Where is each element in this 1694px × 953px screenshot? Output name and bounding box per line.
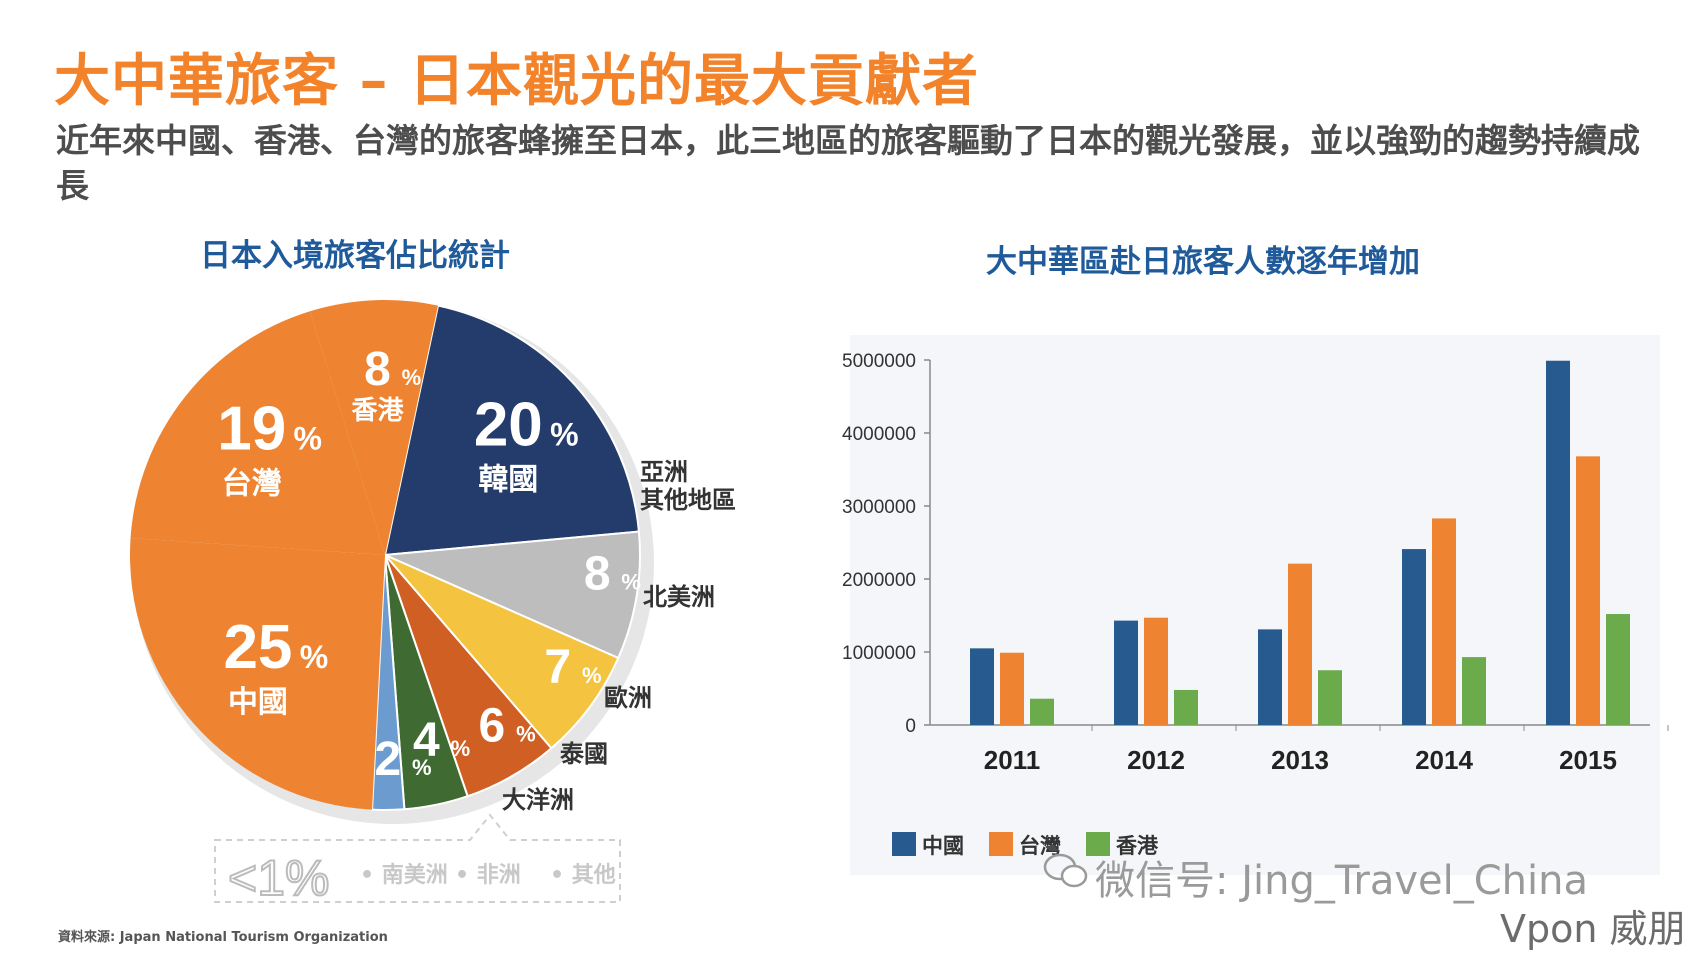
y-tick-label: 1000000 [842, 643, 916, 664]
pie-label-group: 7% [544, 641, 601, 694]
pie-value-label: 7 [544, 641, 571, 694]
legend-label: 香港 [1116, 834, 1159, 858]
bar [970, 648, 994, 725]
bar [1546, 360, 1570, 725]
page-subtitle: 近年來中國、香港、台灣的旅客蜂擁至日本，此三地區的旅客驅動了日本的觀光發展，並以… [56, 121, 1640, 205]
bar [1576, 456, 1600, 725]
pie-value-label: 4 [413, 714, 440, 767]
pie-outside-label: 歐洲 [604, 684, 652, 712]
other-note: <1% • 南美洲 • 非洲 • 其他 [214, 813, 621, 907]
pie-label-group: 2% [374, 733, 431, 786]
pie-outside-label: 亞洲 [640, 458, 688, 486]
pie-category-label: 台灣 [222, 466, 282, 501]
pie-percent-sign: % [402, 365, 422, 390]
pie-value-label: 6 [479, 700, 506, 753]
x-tick-label: 2011 [984, 745, 1040, 775]
pie-percent-sign: % [550, 416, 578, 452]
pie-value-label: 25 [223, 613, 292, 682]
bar [1174, 689, 1198, 725]
y-tick-label: 0 [905, 716, 916, 737]
legend-label: 台灣 [1019, 834, 1061, 858]
pie-value-label: 19 [217, 394, 286, 463]
y-tick-label: 2000000 [842, 570, 916, 591]
pie-label-group: 4% [413, 714, 470, 767]
pie-slice [130, 311, 385, 555]
bar-chart-bg [850, 335, 1660, 875]
pie-chart-title: 日本入境旅客佔比統計 [200, 238, 510, 274]
legend-swatch [892, 832, 916, 856]
pie-label-group: 8 % 香港 [351, 343, 421, 426]
legend-label: 中國 [922, 834, 964, 858]
y-tick-label: 5000000 [842, 351, 916, 372]
pie-percent-sign: % [451, 736, 471, 761]
x-tick-label: 2015 [1559, 745, 1617, 775]
pie-slice [383, 304, 641, 557]
pie-slice [310, 300, 439, 555]
bar [1606, 614, 1630, 725]
bar [1144, 617, 1168, 725]
y-tick-label: 4000000 [842, 424, 916, 445]
bar [1432, 518, 1456, 725]
bar [1030, 698, 1054, 725]
x-tick-label: 2014 [1415, 745, 1473, 775]
pie-value-label: 8 [584, 548, 611, 601]
bar [1402, 549, 1426, 725]
pie-category-label: 韓國 [478, 462, 538, 497]
bar [1288, 563, 1312, 725]
pie-label-group: 25 % 中國 [223, 613, 328, 720]
pie-category-label: 香港 [351, 396, 404, 426]
pie-slice [384, 554, 620, 750]
pie-percent-sign: % [621, 570, 641, 595]
source-note: 資料來源: Japan National Tourism Organizatio… [58, 930, 388, 945]
brand-logo: Vpon 威朋 [1500, 907, 1686, 951]
bar-chart-title: 大中華區赴日旅客人數逐年增加 [986, 244, 1420, 280]
pie-label-group: 20 % 韓國 [474, 390, 579, 497]
pie-percent-sign: % [293, 420, 321, 456]
pie-label-group: 6% [479, 700, 536, 753]
pie-slice [130, 538, 385, 810]
bar [1258, 629, 1282, 725]
bar [1000, 652, 1024, 725]
pie-label-group: 19 % 台灣 [217, 394, 322, 501]
bar [1114, 620, 1138, 725]
watermark: 微信号: Jing_Travel_China [1095, 848, 1588, 906]
pie-percent-sign: % [516, 722, 536, 747]
bar [1318, 670, 1342, 725]
x-tick-label: 2013 [1271, 745, 1329, 775]
pie-outside-label: 其他地區 [640, 486, 736, 514]
pie-value-label: 8 [364, 343, 391, 396]
x-tick-label: 2012 [1127, 745, 1185, 775]
note-item: • 南美洲 [360, 862, 448, 888]
note-value: <1% [228, 850, 329, 906]
wechat-icon [1043, 853, 1088, 888]
pie-percent-sign: % [582, 663, 602, 688]
pie-value-label: 20 [474, 390, 543, 459]
pie-percent-sign: % [412, 755, 432, 780]
legend-swatch [989, 832, 1013, 856]
note-item: • 其他 [550, 863, 616, 888]
pie-slice [371, 554, 406, 811]
pie-slice [381, 530, 641, 660]
bar [1462, 657, 1486, 725]
pie-category-label: 中國 [228, 685, 288, 720]
legend-swatch [1086, 832, 1110, 856]
watermark-text: 微信号: Jing_Travel_China [1095, 858, 1589, 904]
pie-percent-sign: % [300, 639, 328, 675]
pie-outside-label: 北美洲 [643, 583, 715, 611]
y-tick-label: 3000000 [842, 497, 916, 518]
pie-label-group: 8% [584, 548, 641, 601]
note-item: • 非洲 [455, 863, 521, 888]
page-title: 大中華旅客 – 日本觀光的最大貢獻者 [54, 49, 979, 114]
pie-outside-label: 大洋洲 [502, 786, 574, 814]
pie-outside-label: 泰國 [560, 740, 608, 768]
pie-value-label: 2 [374, 733, 401, 786]
note-box [214, 813, 621, 903]
